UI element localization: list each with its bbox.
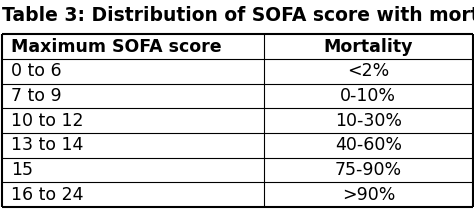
Text: >90%: >90% bbox=[342, 186, 395, 204]
Text: <2%: <2% bbox=[347, 62, 390, 80]
Text: Table 3: Distribution of SOFA score with mortality: Table 3: Distribution of SOFA score with… bbox=[2, 6, 474, 25]
Text: 16 to 24: 16 to 24 bbox=[11, 186, 83, 204]
Text: Maximum SOFA score: Maximum SOFA score bbox=[11, 38, 221, 56]
Text: 7 to 9: 7 to 9 bbox=[11, 87, 62, 105]
Text: 40-60%: 40-60% bbox=[335, 136, 402, 154]
Text: Mortality: Mortality bbox=[324, 38, 413, 56]
Text: 13 to 14: 13 to 14 bbox=[11, 136, 83, 154]
Text: 0-10%: 0-10% bbox=[340, 87, 396, 105]
Text: 10 to 12: 10 to 12 bbox=[11, 112, 83, 130]
Text: 75-90%: 75-90% bbox=[335, 161, 402, 179]
Text: 15: 15 bbox=[11, 161, 33, 179]
Text: 0 to 6: 0 to 6 bbox=[11, 62, 62, 80]
Text: 10-30%: 10-30% bbox=[335, 112, 402, 130]
